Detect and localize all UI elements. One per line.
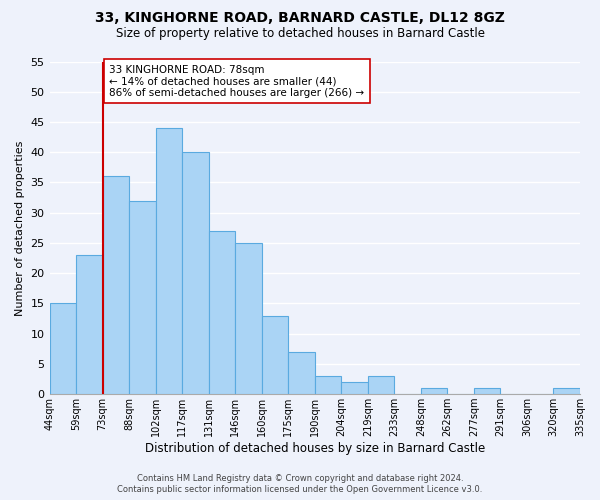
Bar [368,376,394,394]
Bar [262,316,288,394]
Bar [50,304,76,394]
Bar [155,128,182,394]
X-axis label: Distribution of detached houses by size in Barnard Castle: Distribution of detached houses by size … [145,442,485,455]
Bar [235,243,262,394]
Bar [76,255,103,394]
Bar [103,176,129,394]
Bar [315,376,341,394]
Bar [129,200,155,394]
Bar [341,382,368,394]
Bar [209,231,235,394]
Bar [553,388,580,394]
Text: 33 KINGHORNE ROAD: 78sqm
← 14% of detached houses are smaller (44)
86% of semi-d: 33 KINGHORNE ROAD: 78sqm ← 14% of detach… [109,64,364,98]
Bar [182,152,209,394]
Text: Size of property relative to detached houses in Barnard Castle: Size of property relative to detached ho… [115,28,485,40]
Text: Contains HM Land Registry data © Crown copyright and database right 2024.
Contai: Contains HM Land Registry data © Crown c… [118,474,482,494]
Y-axis label: Number of detached properties: Number of detached properties [15,140,25,316]
Bar [474,388,500,394]
Text: 33, KINGHORNE ROAD, BARNARD CASTLE, DL12 8GZ: 33, KINGHORNE ROAD, BARNARD CASTLE, DL12… [95,12,505,26]
Bar [288,352,315,394]
Bar [421,388,448,394]
